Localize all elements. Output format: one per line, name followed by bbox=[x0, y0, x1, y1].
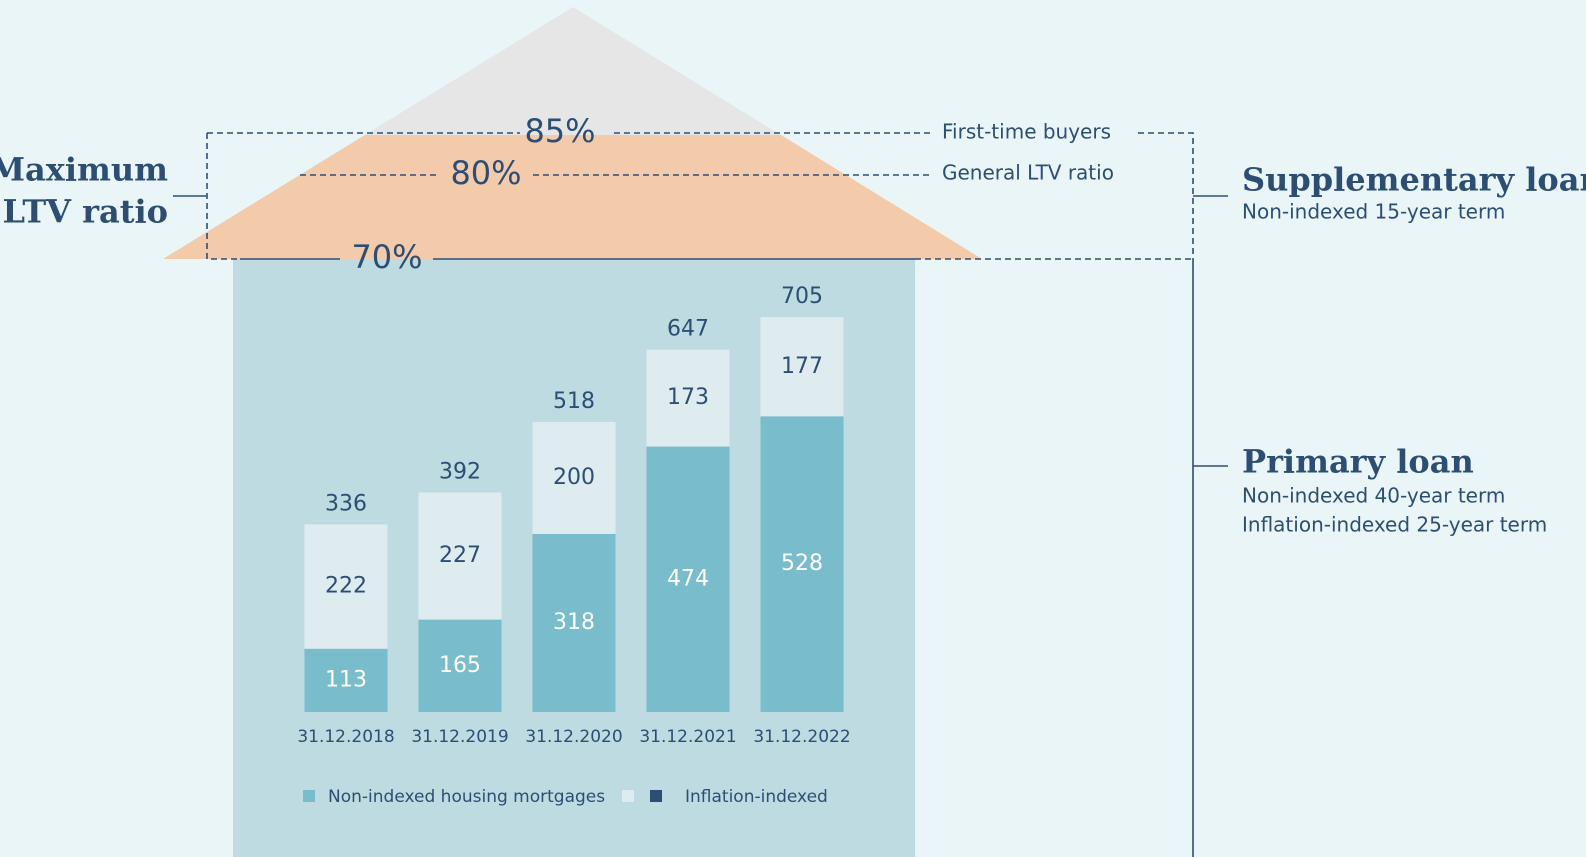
x-tick-label: 31.12.2018 bbox=[297, 727, 394, 747]
loan-term: Non-indexed 15-year term bbox=[1242, 200, 1505, 224]
total-label: 392 bbox=[439, 459, 481, 484]
loan-title: Primary loan bbox=[1242, 443, 1474, 481]
x-tick-label: 31.12.2021 bbox=[639, 727, 736, 747]
legend-swatch bbox=[622, 790, 634, 802]
legend-label: Inflation-indexed bbox=[685, 787, 828, 807]
ltv-level-name: First-time buyers bbox=[942, 120, 1111, 144]
x-tick-label: 31.12.2022 bbox=[753, 727, 850, 747]
ltv-level: 70% bbox=[351, 238, 422, 276]
ltv-level-name: General LTV ratio bbox=[942, 161, 1114, 185]
ltv-level: 80% bbox=[450, 154, 521, 192]
value-label: 200 bbox=[553, 465, 595, 490]
total-label: 705 bbox=[781, 284, 823, 309]
legend-swatch bbox=[650, 790, 662, 802]
value-label: 173 bbox=[667, 385, 709, 410]
legend-label: Non-indexed housing mortgages bbox=[328, 787, 605, 807]
loan-title: Supplementary loans bbox=[1242, 161, 1586, 199]
value-label: 474 bbox=[667, 566, 709, 591]
value-label: 165 bbox=[439, 653, 481, 678]
x-tick-label: 31.12.2019 bbox=[411, 727, 508, 747]
total-label: 336 bbox=[325, 491, 367, 516]
value-label: 318 bbox=[553, 610, 595, 635]
x-tick-label: 31.12.2020 bbox=[525, 727, 622, 747]
loan-term: Inflation-indexed 25-year term bbox=[1242, 513, 1547, 537]
total-label: 518 bbox=[553, 389, 595, 414]
ltv-title: Maximum bbox=[0, 151, 168, 189]
ltv-level: 85% bbox=[524, 112, 595, 150]
ltv-title: LTV ratio bbox=[2, 193, 168, 231]
value-label: 113 bbox=[325, 667, 367, 692]
value-label: 222 bbox=[325, 574, 367, 599]
value-label: 227 bbox=[439, 543, 481, 568]
legend-swatch bbox=[303, 790, 315, 802]
value-label: 177 bbox=[781, 354, 823, 379]
loan-term: Non-indexed 40-year term bbox=[1242, 484, 1505, 508]
value-label: 528 bbox=[781, 551, 823, 576]
total-label: 647 bbox=[667, 317, 709, 342]
roof-ltv bbox=[163, 135, 982, 259]
chart: 113 222 336 31.12.2018 165 227 392 31.12.2019 31… bbox=[0, 0, 1586, 857]
